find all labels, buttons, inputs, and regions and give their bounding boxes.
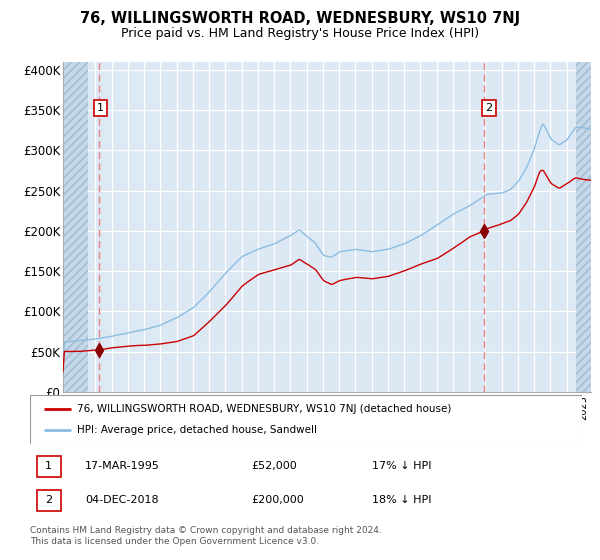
Text: 17% ↓ HPI: 17% ↓ HPI	[372, 461, 432, 472]
FancyBboxPatch shape	[37, 489, 61, 511]
Bar	[575, 62, 591, 392]
Bar	[63, 62, 88, 392]
Text: 2: 2	[485, 104, 493, 113]
Text: 17-MAR-1995: 17-MAR-1995	[85, 461, 160, 472]
Text: 76, WILLINGSWORTH ROAD, WEDNESBURY, WS10 7NJ (detached house): 76, WILLINGSWORTH ROAD, WEDNESBURY, WS10…	[77, 404, 451, 414]
Text: 76, WILLINGSWORTH ROAD, WEDNESBURY, WS10 7NJ: 76, WILLINGSWORTH ROAD, WEDNESBURY, WS10…	[80, 11, 520, 26]
Text: 04-DEC-2018: 04-DEC-2018	[85, 496, 159, 506]
Text: £200,000: £200,000	[251, 496, 304, 506]
Text: 1: 1	[45, 461, 52, 472]
FancyBboxPatch shape	[37, 456, 61, 477]
Text: 2: 2	[45, 496, 52, 506]
Text: 18% ↓ HPI: 18% ↓ HPI	[372, 496, 432, 506]
Text: £52,000: £52,000	[251, 461, 296, 472]
Text: Price paid vs. HM Land Registry's House Price Index (HPI): Price paid vs. HM Land Registry's House …	[121, 27, 479, 40]
Text: 1: 1	[97, 104, 104, 113]
FancyBboxPatch shape	[30, 395, 582, 444]
Text: HPI: Average price, detached house, Sandwell: HPI: Average price, detached house, Sand…	[77, 425, 317, 435]
Text: Contains HM Land Registry data © Crown copyright and database right 2024.
This d: Contains HM Land Registry data © Crown c…	[30, 526, 382, 546]
